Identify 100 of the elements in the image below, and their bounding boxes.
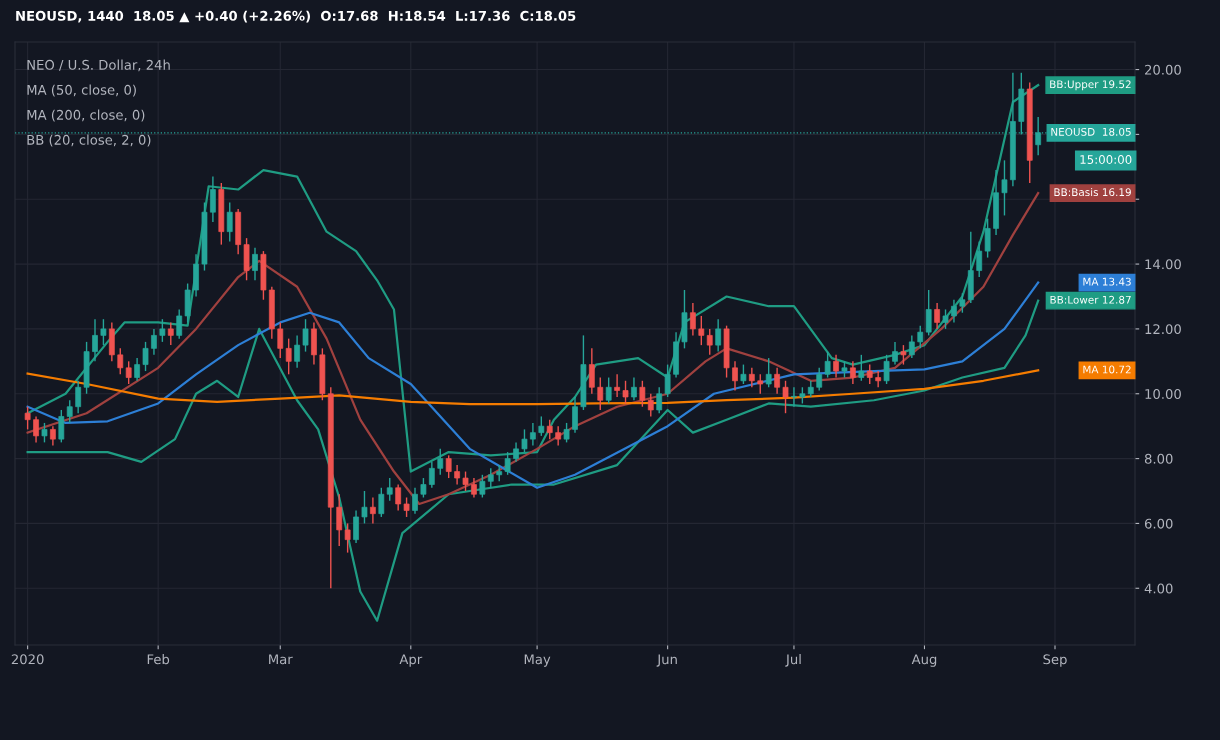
candlestick — [50, 425, 56, 447]
candlestick — [850, 360, 856, 385]
candlestick — [1001, 159, 1008, 217]
candlestick — [563, 422, 570, 444]
candlestick — [597, 376, 604, 411]
y-tick-label: 12.00 — [1145, 324, 1181, 335]
candlestick — [521, 428, 528, 453]
text: BB:Basis 16.19 — [1054, 188, 1131, 197]
x-tick-label: 2020 — [11, 654, 44, 665]
annotation: 15:00:00 — [1080, 155, 1132, 164]
candlestick — [976, 240, 983, 278]
candlestick — [370, 496, 376, 525]
candlestick — [445, 454, 452, 479]
candlestick — [403, 496, 410, 518]
candlestick — [226, 201, 233, 243]
x-tick-label: Jun — [656, 654, 677, 667]
candlestick — [386, 477, 393, 502]
candlestick — [791, 386, 797, 408]
text: BB:Lower 12.87 — [1050, 295, 1131, 304]
candlestick — [984, 217, 991, 259]
y-tick-label: 20.00 — [1144, 64, 1181, 75]
x-tick-label: Apr — [399, 654, 423, 667]
candlestick — [555, 425, 562, 447]
candlestick — [344, 522, 351, 554]
candlestick — [454, 464, 460, 486]
candlestick — [866, 363, 873, 385]
candlestick — [757, 373, 764, 395]
candlestick — [479, 474, 486, 499]
candlestick — [378, 487, 385, 518]
candlestick — [125, 360, 132, 385]
candlestick — [420, 477, 427, 499]
y-tick-label: 14.00 — [1145, 259, 1181, 270]
candlestick — [774, 367, 780, 395]
candlestick — [75, 380, 82, 414]
candlestick — [33, 415, 39, 444]
line-series — [26, 281, 1040, 489]
candlestick — [462, 470, 469, 492]
candlestick — [706, 328, 713, 356]
candlestick — [134, 357, 140, 382]
candlestick — [917, 324, 924, 350]
candlestick — [656, 386, 663, 414]
candlestick — [294, 334, 300, 369]
candlestick — [538, 415, 545, 437]
annotation: MA (50, close, 0) — [27, 84, 136, 97]
candlestick — [277, 321, 284, 359]
candlestick — [900, 344, 907, 366]
candlestick — [58, 409, 65, 444]
candlestick — [117, 347, 124, 375]
candlestick — [875, 370, 882, 388]
candlestick — [588, 347, 595, 395]
candlestick — [748, 367, 755, 388]
text: MA 13.43 — [1083, 277, 1131, 286]
candlestick — [647, 393, 654, 418]
candlestick — [210, 175, 216, 223]
x-tick-label: Sep — [1043, 654, 1067, 667]
candlestick — [732, 360, 738, 392]
candlestick — [92, 318, 98, 363]
candlestick — [437, 448, 444, 476]
candlestick — [24, 406, 31, 431]
line-series — [26, 84, 1040, 473]
candlestick — [546, 418, 553, 440]
candlestick — [664, 363, 671, 398]
candlestick — [353, 509, 359, 544]
candlestick — [302, 318, 309, 353]
line-series — [26, 299, 1040, 622]
x-tick-label: Jul — [785, 654, 801, 667]
candlestick — [715, 318, 722, 353]
x-tick-label: Aug — [911, 654, 937, 667]
candlestick — [159, 318, 166, 343]
chart-title: NEOUSD, 1440 18.05 ▲ +0.40 (+2.26%) O:17.68 H:18.54 L:17.36 C:18.05 — [16, 10, 576, 23]
candlestick — [605, 376, 612, 405]
ref-line-label: NEOUSD 18.05 — [1051, 127, 1131, 136]
candlestick — [934, 302, 940, 330]
candlestick — [892, 341, 898, 366]
candlestick — [66, 399, 73, 424]
candlestick — [951, 299, 957, 324]
candlestick — [167, 321, 174, 346]
candlestick — [412, 487, 418, 515]
candlestick — [285, 337, 292, 375]
y-tick-label: 6.00 — [1144, 518, 1173, 529]
y-tick-label: 4.00 — [1144, 583, 1173, 594]
x-tick-label: Mar — [269, 654, 293, 665]
candlestick — [176, 308, 183, 340]
candlestick — [614, 373, 620, 398]
text: MA 10.72 — [1083, 365, 1131, 374]
candlestick — [622, 380, 629, 405]
candlestick — [361, 490, 368, 525]
candlestick — [740, 363, 747, 385]
candlestick — [824, 350, 831, 379]
candlestick — [833, 354, 839, 379]
candlestick — [487, 467, 494, 489]
candlestick — [336, 493, 343, 547]
candlestick — [504, 451, 511, 476]
candlestick — [908, 334, 915, 359]
text: NEO / U.S. Dollar, 24h — [27, 59, 170, 72]
candlestick — [395, 483, 402, 512]
candlestick — [252, 247, 258, 281]
candlestick — [428, 461, 435, 489]
candlestick — [142, 341, 149, 372]
candlestick — [883, 354, 890, 385]
